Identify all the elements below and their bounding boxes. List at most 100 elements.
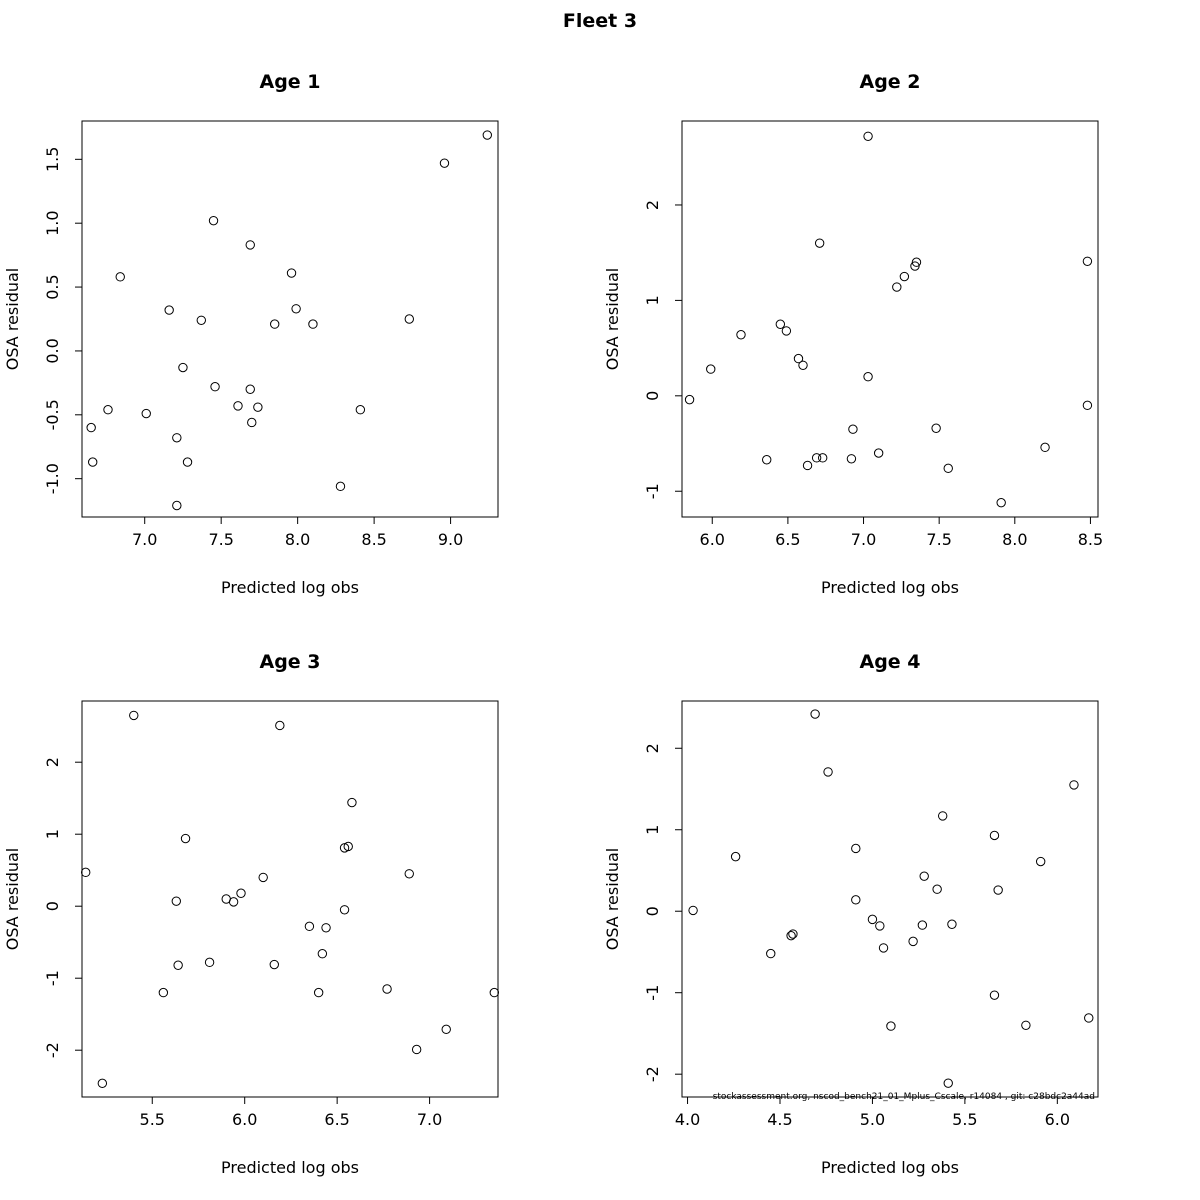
data-point xyxy=(236,888,246,898)
y-tick-label: -1 xyxy=(43,970,62,986)
data-point xyxy=(482,130,492,140)
panel-age-3: Age 3 5.5 6.0 6.5 7.0 -2 -1 0 1 2 Predicted log … xyxy=(3,651,500,1177)
data-point xyxy=(343,841,353,852)
data-point xyxy=(766,948,776,959)
data-point xyxy=(802,460,813,471)
data-point xyxy=(210,382,220,392)
data-point xyxy=(141,408,151,419)
data-point xyxy=(688,905,698,916)
data-point xyxy=(208,215,219,226)
data-point xyxy=(848,424,858,434)
data-point xyxy=(382,984,392,994)
x-tick-label: 7.5 xyxy=(926,530,951,549)
x-tick-label: 9.0 xyxy=(438,530,463,549)
data-point xyxy=(810,709,820,719)
data-point xyxy=(88,457,98,467)
y-tick-label: 0 xyxy=(643,906,662,916)
data-point xyxy=(989,830,1000,841)
y-axis-label: OSA residual xyxy=(603,848,622,950)
y-tick-label: 1 xyxy=(643,295,662,305)
data-point xyxy=(178,362,188,373)
data-point xyxy=(817,453,828,463)
data-point xyxy=(811,453,822,463)
y-tick-label: 0 xyxy=(643,391,662,401)
data-point xyxy=(878,943,889,953)
data-point xyxy=(932,884,942,894)
x-tick-label: 7.0 xyxy=(417,1110,442,1129)
y-tick-label: 1.5 xyxy=(43,147,62,172)
x-tick-label: 4.0 xyxy=(675,1110,700,1129)
panel-title: Age 4 xyxy=(859,651,920,673)
data-point xyxy=(917,920,928,930)
x-tick-label: 7.5 xyxy=(208,530,233,549)
data-point xyxy=(404,869,414,879)
data-point xyxy=(730,851,741,862)
x-tick-label: 6.5 xyxy=(324,1110,349,1129)
data-point xyxy=(245,384,255,394)
data-point xyxy=(793,353,804,364)
plot-frame xyxy=(81,120,499,518)
data-point xyxy=(775,319,786,329)
plot-frame xyxy=(681,700,1099,1098)
data-point xyxy=(781,326,792,336)
data-point xyxy=(908,936,918,947)
x-tick-label: 4.5 xyxy=(767,1110,792,1129)
data-point xyxy=(172,500,182,511)
data-point xyxy=(863,372,873,382)
data-point xyxy=(910,261,920,271)
plot-frame xyxy=(681,120,1099,518)
data-point xyxy=(245,240,255,250)
y-axis-label: OSA residual xyxy=(3,268,22,370)
data-point xyxy=(996,497,1006,508)
y-tick-label: 2 xyxy=(43,757,62,767)
data-point xyxy=(823,767,833,777)
data-point xyxy=(204,957,215,968)
data-point xyxy=(115,272,125,282)
y-tick-label: 1.0 xyxy=(43,210,62,235)
data-point xyxy=(943,1078,953,1088)
data-point xyxy=(269,959,279,970)
panel-age-4: Age 4 4.0 4.5 5.0 5.5 6.0 -2 -1 0 1 2 Predicted l… xyxy=(603,651,1099,1177)
data-point xyxy=(1040,442,1050,453)
x-tick-label: 6.0 xyxy=(232,1110,257,1129)
data-point xyxy=(989,990,1000,1000)
data-point xyxy=(321,923,331,933)
data-point xyxy=(489,987,500,998)
data-point xyxy=(275,720,285,731)
data-point xyxy=(931,423,941,433)
data-point xyxy=(684,394,695,405)
y-tick-label: -1 xyxy=(643,985,662,1001)
data-point xyxy=(798,360,808,370)
x-tick-label: 5.5 xyxy=(952,1110,977,1129)
data-point xyxy=(335,481,346,492)
data-point xyxy=(1084,1013,1094,1023)
data-point xyxy=(863,131,873,141)
data-point xyxy=(180,833,191,844)
data-point xyxy=(304,921,315,932)
data-point xyxy=(158,987,169,998)
data-point xyxy=(347,797,357,808)
x-tick-label: 6.0 xyxy=(700,530,725,549)
x-tick-label: 5.0 xyxy=(860,1110,885,1129)
x-tick-label: 8.0 xyxy=(285,530,310,549)
data-point xyxy=(317,949,328,959)
data-point xyxy=(233,401,243,411)
panel-title: Age 3 xyxy=(259,651,320,673)
x-tick-label: 5.5 xyxy=(140,1110,165,1129)
data-point xyxy=(706,364,716,374)
y-tick-label: 1 xyxy=(43,829,62,839)
y-tick-label: -2 xyxy=(643,1066,662,1082)
y-tick-label: -2 xyxy=(43,1042,62,1058)
data-point xyxy=(97,1078,108,1089)
data-point xyxy=(103,404,113,415)
data-point xyxy=(851,895,861,905)
panel-title: Age 2 xyxy=(859,71,920,93)
data-point xyxy=(867,914,878,925)
data-point xyxy=(947,919,957,929)
data-point xyxy=(258,872,268,883)
x-tick-label: 8.0 xyxy=(1002,530,1027,549)
y-tick-label: -0.5 xyxy=(43,399,62,430)
data-point xyxy=(355,404,366,415)
data-point xyxy=(286,268,297,278)
